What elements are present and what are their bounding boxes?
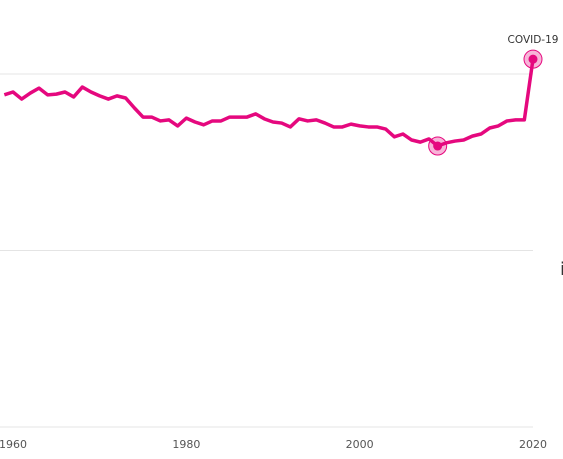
- highlight-point: [528, 54, 538, 64]
- annotation: COVID-19: [508, 34, 559, 46]
- x-tick-label: 1960: [0, 438, 27, 451]
- line-series: [3, 58, 535, 148]
- highlight-point: [433, 141, 443, 151]
- x-tick-label: 2000: [346, 438, 374, 451]
- x-tick-label: 1980: [172, 438, 200, 451]
- cropped-text: i: [560, 259, 563, 280]
- x-tick-label: 2020: [519, 438, 547, 451]
